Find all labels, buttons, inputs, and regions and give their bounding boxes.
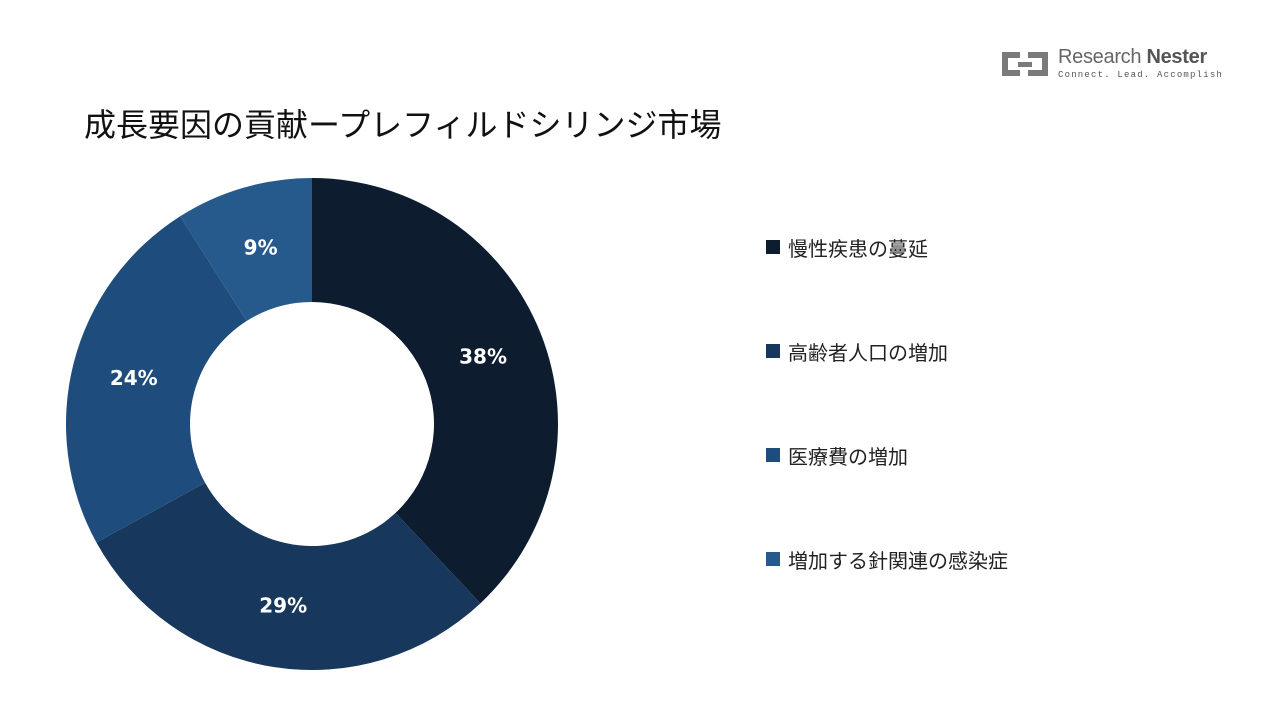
legend-swatch-3 [766,448,780,462]
donut-slice-3 [66,216,247,543]
legend-swatch-1 [766,240,780,254]
chart-title: 成長要因の貢献ープレフィルドシリンジ市場 [84,106,722,144]
legend-item-4: 増加する針関連の感染症 [766,544,1008,574]
legend-item-2: 高齢者人口の増加 [766,336,948,366]
legend-label-1: 慢性疾患の蔓延 [788,236,928,261]
legend-label-4: 増加する針関連の感染症 [788,548,1008,573]
legend-label-3: 医療費の増加 [788,444,908,469]
donut-slice-4 [180,178,312,321]
donut-chart: 38% 29% 24% 9% [66,178,558,670]
logo-name-research: Research [1058,46,1142,68]
donut-slice-1 [312,178,558,604]
legend-swatch-4 [766,552,780,566]
research-nester-logo-icon [1002,52,1048,76]
legend-swatch-2 [766,344,780,358]
donut-slice-2 [96,482,481,670]
legend-label-2: 高齢者人口の増加 [788,340,948,365]
logo-wordmark: Research Nester [1058,46,1207,69]
data-label-3: 24% [110,366,158,390]
logo-tagline: Connect. Lead. Accomplish [1058,70,1224,80]
data-label-4: 9% [244,235,278,259]
legend-item-3: 医療費の増加 [766,440,908,470]
logo-name-nester: Nester [1146,46,1207,68]
legend-item-1: 慢性疾患の蔓延 [766,232,928,262]
research-nester-logo: Research Nester Connect. Lead. Accomplis… [998,44,1222,84]
data-label-1: 38% [459,344,507,368]
data-label-2: 29% [259,594,307,618]
